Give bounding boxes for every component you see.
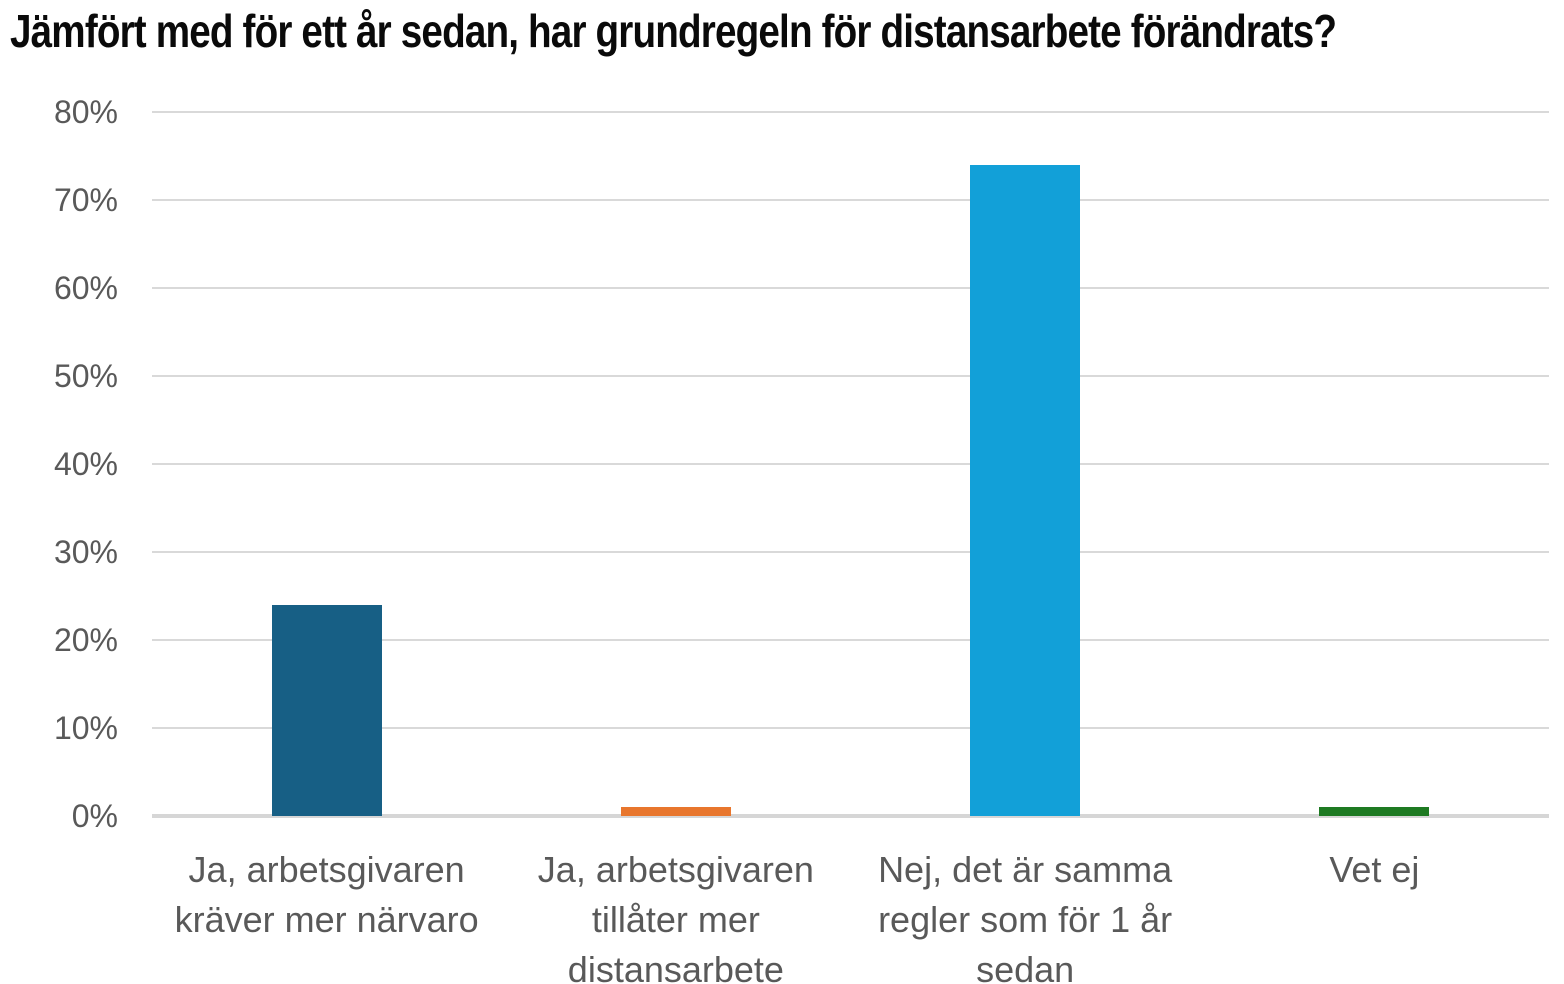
chart-title: Jämfört med för ett år sedan, har grundr… — [10, 5, 1337, 57]
y-axis-tick-label: 40% — [53, 446, 118, 482]
gridline — [152, 463, 1549, 465]
gridline — [152, 551, 1549, 553]
gridline — [152, 375, 1549, 377]
x-axis-category-label: Ja, arbetsgivaren tillåter mer distansar… — [537, 849, 814, 984]
bar-2 — [620, 807, 731, 816]
y-axis-tick-label: 70% — [53, 182, 118, 218]
gridline — [152, 287, 1549, 289]
y-axis-tick-label: 20% — [53, 622, 118, 658]
x-axis-baseline — [152, 814, 1549, 818]
y-axis-tick-label: 30% — [53, 534, 118, 570]
x-axis: Ja, arbetsgivaren kräver mer närvaro Ja, … — [152, 845, 1549, 984]
bar-4 — [1319, 807, 1430, 816]
bar-3 — [970, 164, 1081, 816]
x-axis-category-label: Vet ej — [1329, 849, 1420, 890]
y-axis: 0% 10% 20% 30% 40% 50% 60% 70% 80% — [0, 94, 118, 834]
y-axis-tick-label: 80% — [53, 94, 118, 130]
gridline — [152, 727, 1549, 729]
y-axis-tick-label: 50% — [53, 358, 118, 394]
gridline — [152, 199, 1549, 201]
x-axis-category-label: Ja, arbetsgivaren kräver mer närvaro — [174, 849, 479, 940]
plot-area — [152, 111, 1549, 818]
y-axis-tick-label: 10% — [53, 710, 118, 746]
y-axis-tick-label: 60% — [53, 270, 118, 306]
y-axis-tick-label: 0% — [71, 798, 118, 834]
x-axis-category-label: Nej, det är samma regler som för 1 år se… — [878, 849, 1173, 984]
bar-1 — [271, 604, 382, 816]
gridline — [152, 111, 1549, 113]
gridline — [152, 639, 1549, 641]
